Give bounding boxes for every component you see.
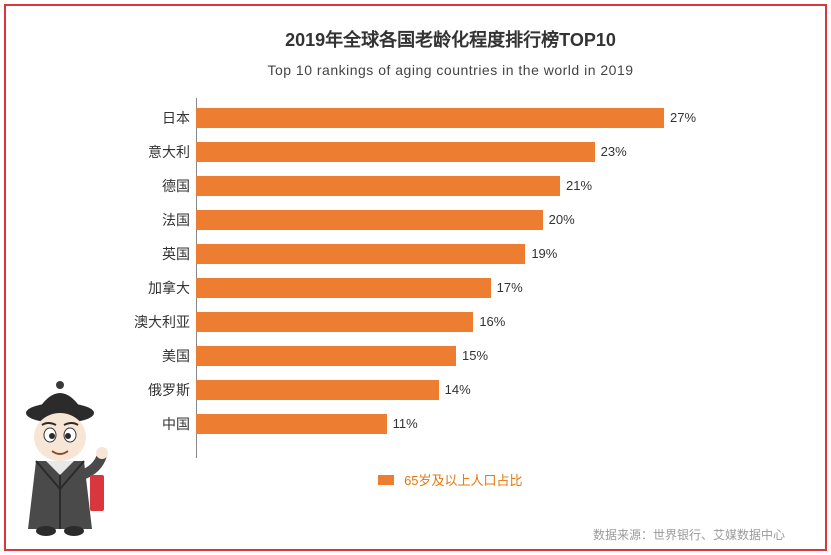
category-label: 中国 bbox=[116, 412, 190, 436]
bar bbox=[196, 346, 456, 366]
bar-row: 美国 15% bbox=[116, 344, 745, 368]
bar bbox=[196, 380, 439, 400]
bar bbox=[196, 278, 491, 298]
legend-swatch bbox=[378, 475, 394, 485]
bar-row: 日本 27% bbox=[116, 106, 745, 130]
bar bbox=[196, 142, 595, 162]
bar bbox=[196, 108, 664, 128]
mascot-illustration bbox=[12, 379, 112, 539]
bar bbox=[196, 414, 387, 434]
category-label: 日本 bbox=[116, 106, 190, 130]
bar-row: 意大利 23% bbox=[116, 140, 745, 164]
bar bbox=[196, 312, 473, 332]
value-label: 14% bbox=[439, 378, 471, 402]
category-label: 德国 bbox=[116, 174, 190, 198]
data-source: 数据来源：世界银行、艾媒数据中心 bbox=[593, 526, 785, 543]
chart-subtitle: Top 10 rankings of aging countries in th… bbox=[116, 62, 785, 78]
chart-frame: 2019年全球各国老龄化程度排行榜TOP10 Top 10 rankings o… bbox=[4, 4, 827, 551]
category-label: 英国 bbox=[116, 242, 190, 266]
value-label: 23% bbox=[595, 140, 627, 164]
chart-area: 2019年全球各国老龄化程度排行榜TOP10 Top 10 rankings o… bbox=[116, 26, 785, 517]
category-label: 澳大利亚 bbox=[116, 310, 190, 334]
value-label: 17% bbox=[491, 276, 523, 300]
category-label: 美国 bbox=[116, 344, 190, 368]
bar-row: 俄罗斯 14% bbox=[116, 378, 745, 402]
plot-area: 日本 27% 意大利 23% 德国 21% 法国 20% 英国 19% 加拿大 17% 澳大利亚 16% 美… bbox=[116, 98, 785, 458]
value-label: 21% bbox=[560, 174, 592, 198]
value-label: 11% bbox=[387, 412, 418, 436]
bar bbox=[196, 210, 543, 230]
category-label: 俄罗斯 bbox=[116, 378, 190, 402]
category-label: 法国 bbox=[116, 208, 190, 232]
value-label: 27% bbox=[664, 106, 696, 130]
bar-row: 德国 21% bbox=[116, 174, 745, 198]
bar-row: 法国 20% bbox=[116, 208, 745, 232]
bar bbox=[196, 176, 560, 196]
chart-title: 2019年全球各国老龄化程度排行榜TOP10 bbox=[116, 26, 785, 52]
category-label: 加拿大 bbox=[116, 276, 190, 300]
bar-row: 加拿大 17% bbox=[116, 276, 745, 300]
value-label: 20% bbox=[543, 208, 575, 232]
legend: 65岁及以上人口占比 bbox=[116, 470, 785, 489]
category-label: 意大利 bbox=[116, 140, 190, 164]
bar-row: 中国 11% bbox=[116, 412, 745, 436]
bar-row: 澳大利亚 16% bbox=[116, 310, 745, 334]
value-label: 16% bbox=[473, 310, 505, 334]
value-label: 19% bbox=[525, 242, 557, 266]
value-label: 15% bbox=[456, 344, 488, 368]
bar bbox=[196, 244, 525, 264]
bar-series: 日本 27% 意大利 23% 德国 21% 法国 20% 英国 19% 加拿大 17% 澳大利亚 16% 美… bbox=[116, 106, 745, 450]
bar-row: 英国 19% bbox=[116, 242, 745, 266]
legend-label: 65岁及以上人口占比 bbox=[404, 473, 522, 488]
